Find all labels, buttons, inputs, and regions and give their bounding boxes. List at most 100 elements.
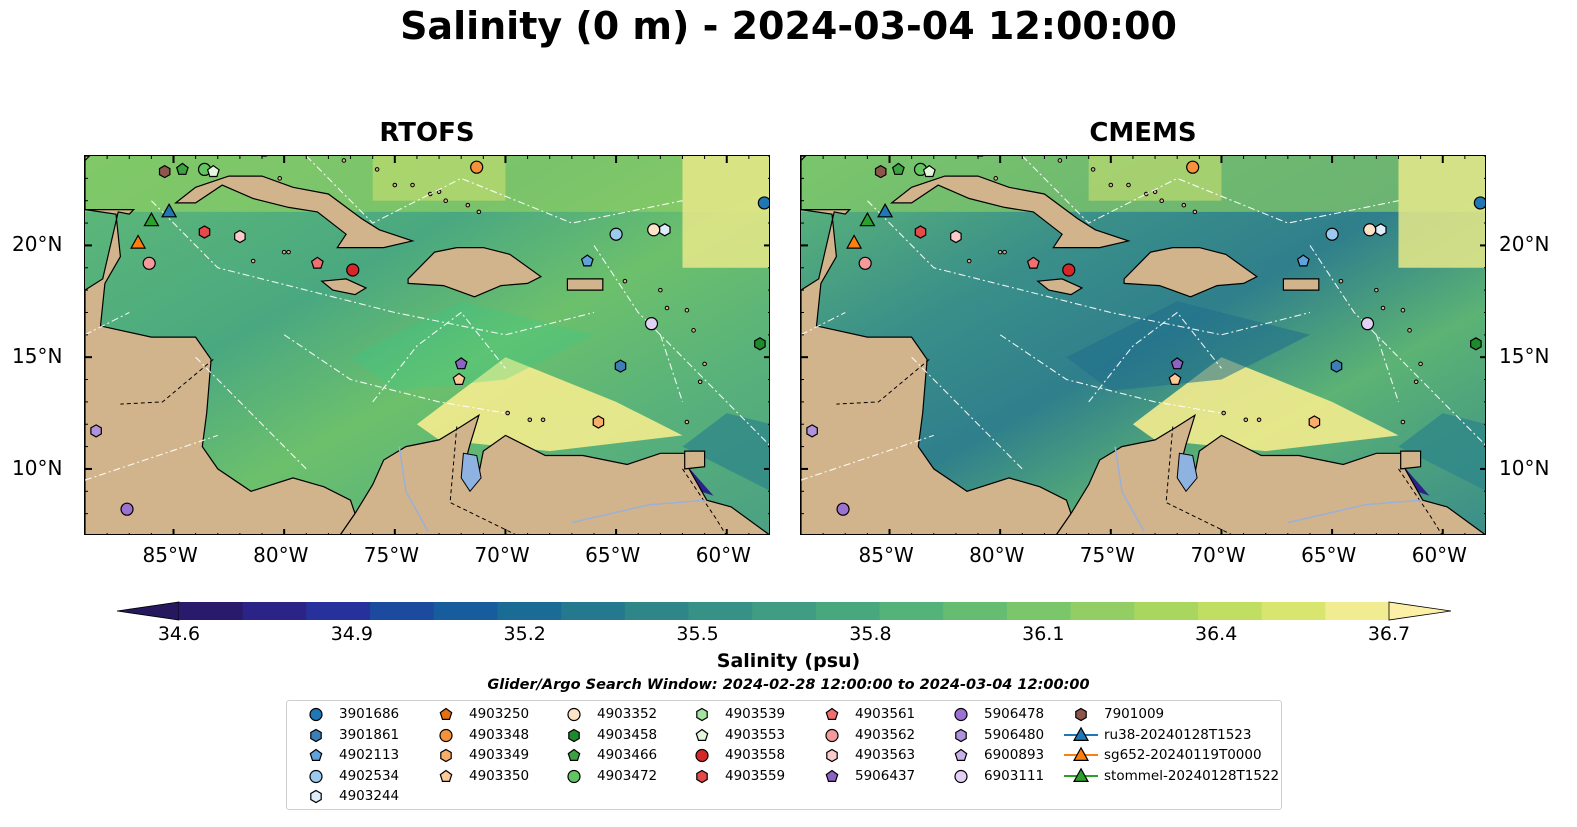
small-island [658,287,663,293]
platform-marker[interactable] [1308,415,1321,429]
legend-marker [955,728,967,742]
map-canvas-cmems [801,156,1486,534]
legend-marker [825,769,839,782]
lon-tick-label: 75°W [363,543,420,567]
platform-marker[interactable] [877,202,894,218]
platform-marker[interactable] [142,256,156,270]
platform-marker[interactable] [161,202,178,218]
platform-marker[interactable] [1026,256,1040,269]
legend-item: 4903539 [683,704,785,724]
legend-marker [439,728,453,742]
platform-marker[interactable] [647,223,661,237]
legend-circle-icon [439,728,453,742]
lat-tick-label-right: 15°N [1499,344,1550,369]
platform-marker[interactable] [1186,160,1200,174]
small-island [277,176,283,181]
platform-marker[interactable] [757,196,770,210]
legend-marker [568,728,580,742]
small-island [443,198,449,204]
platform-marker[interactable] [454,357,468,370]
platform-marker[interactable] [891,162,905,175]
colorbar-under-extend [116,601,180,621]
legend-item: stommel-20240128T1522 [1062,766,1279,786]
platform-marker[interactable] [143,211,160,227]
lon-tick-label: 60°W [695,543,751,567]
legend-label: 4903563 [855,747,916,764]
platform-marker[interactable] [1363,223,1377,237]
platform-marker[interactable] [1168,372,1182,385]
small-island [341,158,347,163]
platform-marker[interactable] [836,502,850,516]
platform-marker[interactable] [658,223,671,237]
platform-marker[interactable] [1470,337,1482,351]
platform-marker[interactable] [914,225,927,239]
platform-marker[interactable] [234,229,246,244]
platform-marker[interactable] [858,256,872,270]
map-panel-cmems[interactable] [800,155,1486,535]
map-panel-rtofs[interactable] [84,155,770,535]
legend-label: 4903352 [597,706,658,722]
platform-marker[interactable] [175,162,189,175]
eez-boundary [195,356,307,470]
platform-marker[interactable] [614,359,627,373]
legend-circle-icon [567,769,581,783]
eez-boundary [1021,156,1399,224]
platform-marker[interactable] [346,263,360,277]
platform-marker[interactable] [922,164,936,178]
platform-marker[interactable] [452,372,466,385]
legend-item: 4903472 [555,766,657,786]
border-line [682,468,727,534]
platform-marker[interactable] [859,211,876,227]
platform-marker[interactable] [1374,223,1387,237]
platform-marker[interactable] [206,164,220,178]
platform-marker[interactable] [754,337,766,351]
platform-marker[interactable] [470,160,484,174]
platform-marker[interactable] [1062,263,1076,277]
legend-item: 4903559 [683,766,785,786]
platform-marker[interactable] [950,229,962,244]
legend: 3901686 3901861 4902113 4902534 4903244 49032… [286,700,1282,810]
small-island [476,209,482,215]
small-island [1221,410,1226,416]
platform-marker[interactable] [1296,254,1310,267]
small-island [664,305,670,311]
platform-marker[interactable] [158,164,171,179]
platform-marker[interactable] [90,424,102,438]
platform-marker[interactable] [580,254,594,267]
platform-marker[interactable] [874,164,887,179]
trinidad-land [684,450,706,470]
eez-boundary [801,434,934,481]
platform-marker[interactable] [120,502,134,516]
legend-item: 5906437 [813,766,915,786]
platform-marker[interactable] [644,317,659,331]
platform-marker[interactable] [130,234,147,249]
platform-marker[interactable] [846,234,863,249]
legend-item: 4903349 [427,745,529,765]
platform-marker[interactable] [1330,359,1343,373]
platform-marker[interactable] [1360,317,1375,331]
colorbar-tick-label: 34.9 [330,623,373,645]
platform-marker[interactable] [310,256,324,269]
legend-item: 4903466 [555,745,657,765]
lat-tick-label-right: 10°N [1499,455,1550,480]
legend-marker [1072,767,1090,782]
small-island [697,379,703,385]
platform-marker[interactable] [592,415,605,429]
platform-marker[interactable] [198,225,211,239]
legend-marker [309,769,323,783]
eez-boundary [1309,245,1485,446]
platform-marker[interactable] [1170,357,1184,370]
legend-marker [954,748,968,762]
platform-marker[interactable] [806,424,818,438]
eez-boundary [1375,334,1400,403]
platform-marker[interactable] [1473,196,1486,210]
legend-hexagon-icon [955,728,967,742]
legend-hexagon-icon [696,769,708,783]
legend-label: 4902113 [339,747,400,764]
lake-maracaibo [460,452,482,493]
legend-label: 4903458 [597,726,658,743]
legend-hexagon-icon [696,707,708,722]
platform-marker[interactable] [1325,227,1339,241]
small-island [684,419,690,425]
platform-marker[interactable] [609,227,623,241]
